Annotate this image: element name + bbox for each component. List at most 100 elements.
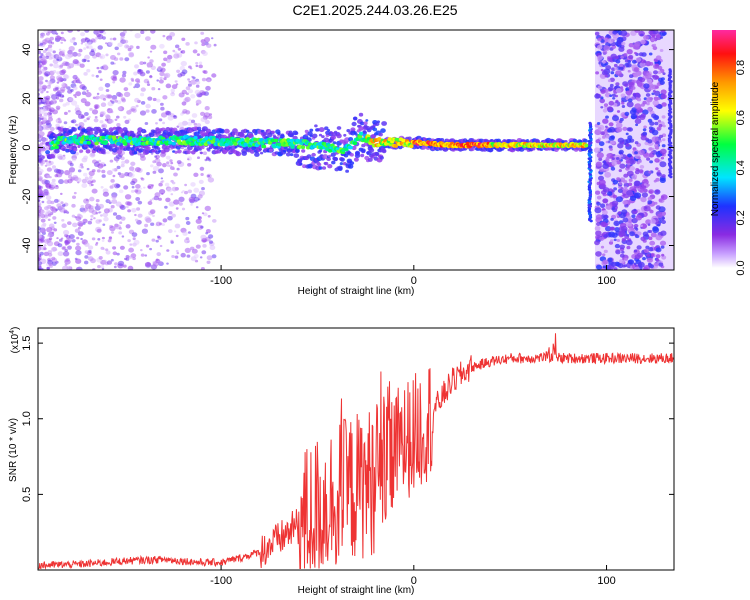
noise-point: [186, 254, 191, 258]
noise-point: [618, 169, 622, 173]
spread-point: [351, 145, 357, 151]
noise-point: [650, 232, 657, 238]
noise-point: [601, 70, 608, 76]
noise-point: [100, 214, 103, 217]
noise-point: [634, 30, 640, 33]
noise-point: [201, 250, 207, 255]
noise-point: [163, 50, 168, 55]
noise-point: [209, 240, 213, 244]
ridge-point: [259, 138, 264, 142]
noise-point: [125, 201, 131, 206]
noise-point: [602, 60, 606, 64]
spread-point: [248, 134, 254, 139]
noise-point: [643, 152, 650, 159]
noise-point: [85, 37, 90, 43]
noise-point: [86, 89, 89, 92]
noise-point: [616, 127, 623, 133]
noise-point: [147, 56, 150, 59]
noise-point: [602, 210, 608, 215]
noise-point: [111, 199, 118, 204]
noise-point: [43, 34, 46, 37]
noise-point: [105, 53, 109, 57]
noise-point: [199, 256, 203, 259]
noise-point: [78, 122, 85, 128]
noise-point: [597, 124, 605, 131]
noise-point: [191, 113, 198, 118]
noise-point: [612, 180, 618, 185]
noise-point: [622, 126, 628, 131]
colorbar-tick-label: 0.0: [735, 260, 747, 275]
noise-point: [166, 35, 173, 41]
noise-point: [188, 89, 194, 94]
noise-point: [86, 68, 91, 73]
spread-point: [115, 131, 119, 135]
noise-point: [634, 254, 641, 260]
noise-point: [76, 52, 82, 57]
noise-point: [51, 30, 57, 35]
noise-point: [596, 195, 602, 200]
noise-point: [620, 30, 628, 37]
noise-point: [193, 187, 200, 193]
y-tick-label: 0: [21, 144, 33, 150]
noise-point: [652, 46, 658, 51]
noise-point: [621, 250, 625, 254]
noise-point: [39, 255, 42, 258]
noise-point: [602, 163, 609, 170]
noise-point: [123, 115, 127, 119]
ridge-point: [133, 137, 138, 142]
noise-point: [132, 237, 136, 241]
noise-point: [204, 37, 211, 43]
noise-point: [605, 158, 610, 163]
noise-point: [661, 102, 667, 107]
noise-point: [208, 234, 214, 239]
noise-point: [656, 158, 659, 161]
noise-point: [643, 125, 647, 129]
noise-point: [49, 206, 56, 212]
noise-point: [55, 123, 60, 128]
noise-point: [618, 230, 626, 237]
noise-point: [206, 43, 212, 48]
noise-point: [655, 258, 660, 262]
noise-point: [101, 169, 106, 174]
noise-point: [145, 109, 150, 113]
ridge-point: [149, 141, 155, 146]
noise-point: [604, 92, 611, 98]
noise-point: [655, 254, 661, 259]
spread-point: [258, 147, 262, 151]
noise-point: [102, 223, 106, 226]
noise-point: [77, 226, 81, 230]
noise-point: [75, 216, 82, 222]
noise-point: [615, 88, 622, 93]
spread-point: [539, 148, 543, 151]
noise-point: [45, 183, 52, 189]
noise-point: [639, 62, 646, 68]
noise-point: [90, 38, 96, 43]
noise-point: [120, 97, 126, 102]
y-tick-label: -40: [21, 238, 33, 254]
noise-point: [51, 178, 56, 183]
noise-point: [135, 104, 139, 108]
noise-point: [201, 91, 207, 96]
colorbar-label: Normalized spectral amplitude: [710, 81, 721, 216]
noise-point: [606, 106, 614, 112]
noise-point: [648, 236, 653, 241]
noise-point: [658, 198, 663, 202]
noise-point: [61, 223, 67, 228]
noise-point: [620, 93, 626, 98]
ridge-point: [204, 136, 209, 140]
noise-point: [625, 90, 632, 95]
noise-point: [83, 172, 88, 177]
spectrogram-ylabel: Frequency (Hz): [8, 116, 19, 185]
noise-point: [140, 92, 145, 97]
noise-point: [187, 189, 192, 194]
noise-point: [624, 111, 630, 116]
noise-point: [124, 119, 130, 124]
noise-point: [167, 38, 171, 41]
noise-point: [198, 179, 204, 184]
noise-point: [60, 83, 65, 87]
noise-point: [161, 62, 167, 67]
noise-point: [150, 209, 156, 215]
noise-point: [162, 163, 167, 168]
noise-point: [190, 79, 197, 85]
